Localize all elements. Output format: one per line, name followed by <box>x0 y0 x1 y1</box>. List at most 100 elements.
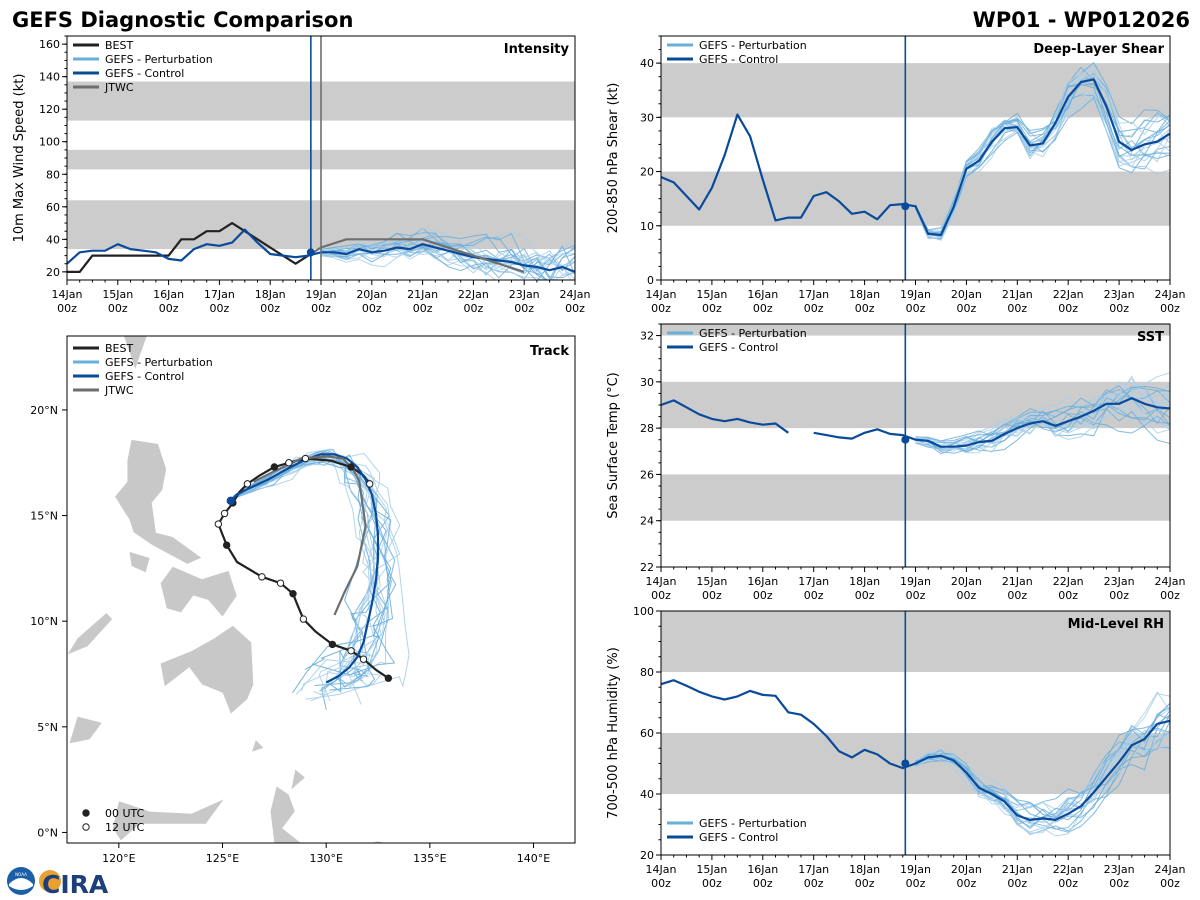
rh-xtick-day: 18Jan <box>849 863 880 876</box>
shear-ytick-label: 40 <box>640 57 654 70</box>
rh-ytick-label: 100 <box>633 605 654 618</box>
land-mass-4 <box>159 625 254 715</box>
intensity-perturbation-member-13 <box>320 232 575 280</box>
intensity-xtick-hour: 00z <box>413 302 433 315</box>
land-mass-11 <box>251 738 265 753</box>
intensity-perturbation-member-9 <box>320 233 575 262</box>
rh-xtick-hour: 00z <box>1058 877 1078 890</box>
track-legend-label: JTWC <box>104 384 134 397</box>
land-mass-6 <box>112 797 226 842</box>
track-perturbation-member-17 <box>230 461 394 694</box>
sst-xtick-day: 19Jan <box>900 575 931 588</box>
rh-xtick-hour: 00z <box>957 877 977 890</box>
intensity-perturbation-member-10 <box>320 247 572 280</box>
shear-xtick-day: 23Jan <box>1104 288 1135 301</box>
rh-plot-area <box>661 611 1170 837</box>
sst-xtick-hour: 00z <box>906 589 926 602</box>
track-marker-legend-symbol <box>82 809 90 817</box>
intensity-best-line-0 <box>67 222 309 273</box>
shear-xtick-day: 24Jan <box>1155 288 1186 301</box>
sst-legend-label: GEFS - Control <box>699 341 778 354</box>
track-ytick-label: 10°N <box>30 615 58 628</box>
shear-legend-label: GEFS - Perturbation <box>699 39 807 52</box>
rh-xtick-hour: 00z <box>804 877 824 890</box>
best-track-00utc-marker <box>222 541 231 549</box>
sst-ylabel: Sea Surface Temp (°C) <box>606 372 621 519</box>
track-perturbation-member-2 <box>229 455 391 702</box>
intensity-analysis-marker <box>306 248 315 257</box>
shear-ylabel: 200-850 hPa Shear (kt) <box>606 83 621 234</box>
track-plot-area <box>67 336 410 843</box>
sst-xtick-day: 22Jan <box>1053 575 1084 588</box>
track-perturbation-member-10 <box>230 452 401 705</box>
intensity-xtick-day: 15Jan <box>102 288 133 301</box>
sst-gefs-control-line-0 <box>661 399 789 434</box>
sst-xtick-day: 21Jan <box>1002 575 1033 588</box>
intensity-xtick-day: 22Jan <box>458 288 489 301</box>
intensity-perturbation-member-15 <box>320 242 575 279</box>
track-marker-legend-symbol <box>82 823 90 831</box>
track-marker-legend-label: 12 UTC <box>105 821 145 834</box>
intensity-panel: 2040608010012014016014Jan00z15Jan00z16Ja… <box>12 35 590 315</box>
rh-xtick-hour: 00z <box>855 877 875 890</box>
sst-perturbation-member-15 <box>915 403 1170 453</box>
intensity-xtick-hour: 00z <box>311 302 331 315</box>
best-track-12utc-marker <box>214 520 223 528</box>
best-track-12utc-marker <box>258 573 266 581</box>
rh-ytick-label: 60 <box>640 727 654 740</box>
sst-xtick-hour: 00z <box>753 589 773 602</box>
rh-xtick-day: 23Jan <box>1104 863 1135 876</box>
rh-xtick-hour: 00z <box>651 877 671 890</box>
sst-xtick-hour: 00z <box>1160 589 1180 602</box>
land-mass-9 <box>123 336 148 371</box>
best-track-12utc-marker <box>285 459 293 467</box>
best-track-00utc-marker <box>289 590 297 598</box>
track-analysis-marker <box>226 496 236 505</box>
cira-logo-text: CIRA <box>42 870 109 899</box>
sst-xtick-day: 14Jan <box>646 575 677 588</box>
intensity-xtick-day: 23Jan <box>509 288 540 301</box>
track-perturbation-member-19 <box>231 451 397 691</box>
sst-perturbation-member-19 <box>915 385 1170 444</box>
sst-xtick-day: 18Jan <box>849 575 880 588</box>
track-perturbation-member-16 <box>229 458 381 697</box>
sst-xtick-hour: 00z <box>1058 589 1078 602</box>
rh-xtick-hour: 00z <box>1160 877 1180 890</box>
rh-xtick-day: 16Jan <box>747 863 778 876</box>
rh-xtick-day: 15Jan <box>696 863 727 876</box>
rh-legend-label: GEFS - Control <box>699 831 778 844</box>
shear-plot-area <box>661 61 1170 241</box>
sst-xtick-hour: 00z <box>702 589 722 602</box>
sst-xtick-hour: 00z <box>1109 589 1129 602</box>
sst-ytick-label: 32 <box>640 330 654 343</box>
noaa-logo: NOAA <box>7 867 35 895</box>
intensity-xtick-day: 17Jan <box>204 288 235 301</box>
rh-xtick-hour: 00z <box>702 877 722 890</box>
rh-xtick-day: 20Jan <box>951 863 982 876</box>
rh-xtick-day: 24Jan <box>1155 863 1186 876</box>
rh-xtick-day: 19Jan <box>900 863 931 876</box>
noaa-logo-wave <box>9 878 33 890</box>
shear-analysis-marker <box>901 202 910 211</box>
track-legend-label: GEFS - Perturbation <box>105 356 213 369</box>
sst-band-2 <box>661 324 1170 336</box>
shear-xtick-hour: 00z <box>651 302 671 315</box>
rh-perturbation-member-19 <box>915 714 1170 819</box>
intensity-perturbation-member-2 <box>320 244 575 280</box>
shear-xtick-day: 16Jan <box>747 288 778 301</box>
shear-legend-label: GEFS - Control <box>699 53 778 66</box>
intensity-xtick-hour: 00z <box>565 302 585 315</box>
rh-ylabel: 700-500 hPa Humidity (%) <box>606 647 621 819</box>
rh-gefs-control-line-0 <box>661 679 1170 822</box>
sst-ytick-label: 22 <box>640 561 654 574</box>
sst-ytick-label: 24 <box>640 515 654 528</box>
sst-xtick-day: 16Jan <box>747 575 778 588</box>
shear-ytick-label: 0 <box>647 274 654 287</box>
rh-analysis-marker <box>901 759 910 768</box>
intensity-xtick-day: 20Jan <box>356 288 387 301</box>
rh-panel-title: Mid-Level RH <box>1068 617 1164 632</box>
intensity-ytick-label: 160 <box>39 38 60 51</box>
intensity-ytick-label: 120 <box>39 103 60 116</box>
rh-legend-label: GEFS - Perturbation <box>699 817 807 830</box>
intensity-panel-title: Intensity <box>504 42 570 57</box>
